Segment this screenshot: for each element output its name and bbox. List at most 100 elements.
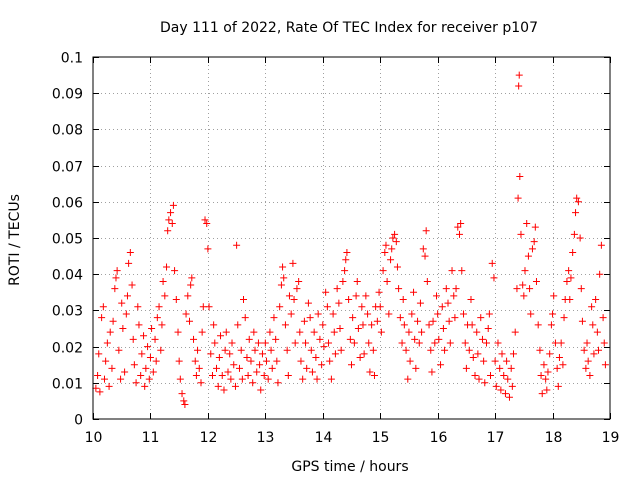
data-point bbox=[142, 364, 150, 372]
data-point bbox=[130, 361, 138, 369]
data-point bbox=[152, 357, 160, 365]
data-point bbox=[182, 310, 190, 318]
data-point bbox=[109, 317, 117, 325]
data-point bbox=[350, 339, 358, 347]
data-point bbox=[323, 303, 331, 311]
data-point bbox=[235, 364, 243, 372]
data-point bbox=[487, 372, 495, 380]
data-point bbox=[342, 256, 350, 264]
data-point bbox=[215, 353, 223, 361]
data-point bbox=[398, 339, 406, 347]
data-point bbox=[316, 335, 324, 343]
x-tick-label: 16 bbox=[430, 430, 448, 446]
data-point bbox=[290, 296, 298, 304]
data-point bbox=[191, 357, 199, 365]
data-point bbox=[341, 267, 349, 275]
data-point bbox=[222, 328, 230, 336]
data-point bbox=[190, 335, 198, 343]
data-point bbox=[165, 216, 173, 224]
data-point bbox=[325, 339, 333, 347]
data-point bbox=[445, 317, 453, 325]
data-point bbox=[370, 372, 378, 380]
x-tick-label: 14 bbox=[315, 430, 333, 446]
data-point bbox=[488, 259, 496, 267]
data-point bbox=[95, 350, 103, 358]
data-point bbox=[138, 350, 146, 358]
data-point bbox=[245, 335, 253, 343]
data-point bbox=[469, 353, 477, 361]
y-tick-label: 0.04 bbox=[52, 268, 83, 284]
data-point bbox=[113, 267, 121, 275]
data-point bbox=[256, 361, 264, 369]
data-point bbox=[322, 288, 330, 296]
data-point bbox=[484, 325, 492, 332]
data-point bbox=[186, 317, 194, 325]
data-point bbox=[105, 382, 113, 390]
data-point bbox=[572, 209, 580, 217]
data-point bbox=[365, 339, 373, 347]
data-point bbox=[247, 357, 255, 365]
data-point bbox=[412, 364, 420, 372]
data-point bbox=[546, 350, 554, 358]
x-tick-label: 10 bbox=[85, 430, 103, 446]
data-point bbox=[481, 379, 489, 387]
data-point bbox=[358, 303, 366, 311]
data-point bbox=[327, 375, 335, 383]
data-point bbox=[299, 375, 307, 383]
data-point bbox=[400, 321, 408, 329]
data-point bbox=[542, 375, 550, 383]
data-point bbox=[356, 353, 364, 361]
y-axis-label: ROTI / TECUs bbox=[7, 194, 23, 286]
data-point bbox=[596, 270, 604, 278]
data-point bbox=[171, 267, 179, 275]
data-point bbox=[352, 292, 360, 300]
data-point bbox=[237, 346, 245, 354]
data-point bbox=[460, 310, 468, 318]
data-point bbox=[537, 372, 545, 380]
data-point bbox=[295, 277, 303, 285]
data-point bbox=[595, 346, 603, 354]
data-point bbox=[543, 386, 551, 394]
data-point bbox=[226, 350, 234, 358]
data-point bbox=[385, 310, 393, 318]
data-point bbox=[573, 194, 581, 202]
data-point bbox=[478, 335, 486, 343]
x-tick-label: 12 bbox=[200, 430, 218, 446]
data-point bbox=[475, 375, 483, 383]
data-point bbox=[369, 346, 377, 354]
data-point bbox=[224, 368, 232, 376]
data-point bbox=[526, 285, 534, 293]
data-point bbox=[140, 332, 148, 340]
data-point bbox=[188, 274, 196, 282]
data-point bbox=[168, 220, 176, 228]
data-point bbox=[281, 321, 289, 329]
data-point bbox=[336, 325, 344, 332]
data-point bbox=[517, 230, 525, 238]
data-point bbox=[457, 220, 465, 228]
data-point bbox=[419, 245, 427, 253]
data-point bbox=[505, 393, 513, 401]
data-point bbox=[482, 339, 490, 347]
data-point bbox=[578, 317, 586, 325]
data-point bbox=[157, 346, 165, 354]
data-point bbox=[96, 388, 104, 396]
data-point bbox=[377, 328, 385, 336]
data-point bbox=[446, 339, 454, 347]
data-point bbox=[534, 321, 542, 329]
data-point bbox=[100, 375, 108, 383]
data-point bbox=[381, 248, 389, 256]
data-point bbox=[567, 274, 575, 282]
data-point bbox=[233, 241, 241, 249]
data-point bbox=[536, 346, 544, 354]
y-tick-label: 0.1 bbox=[61, 51, 83, 67]
y-tick-label: 0.01 bbox=[52, 377, 83, 393]
data-point bbox=[530, 238, 538, 246]
data-point bbox=[376, 303, 384, 311]
x-tick-label: 13 bbox=[257, 430, 275, 446]
data-point bbox=[240, 296, 248, 304]
data-point bbox=[348, 361, 355, 369]
data-point bbox=[399, 296, 407, 304]
data-point bbox=[302, 339, 310, 347]
data-point bbox=[549, 310, 557, 318]
data-point bbox=[268, 364, 276, 372]
